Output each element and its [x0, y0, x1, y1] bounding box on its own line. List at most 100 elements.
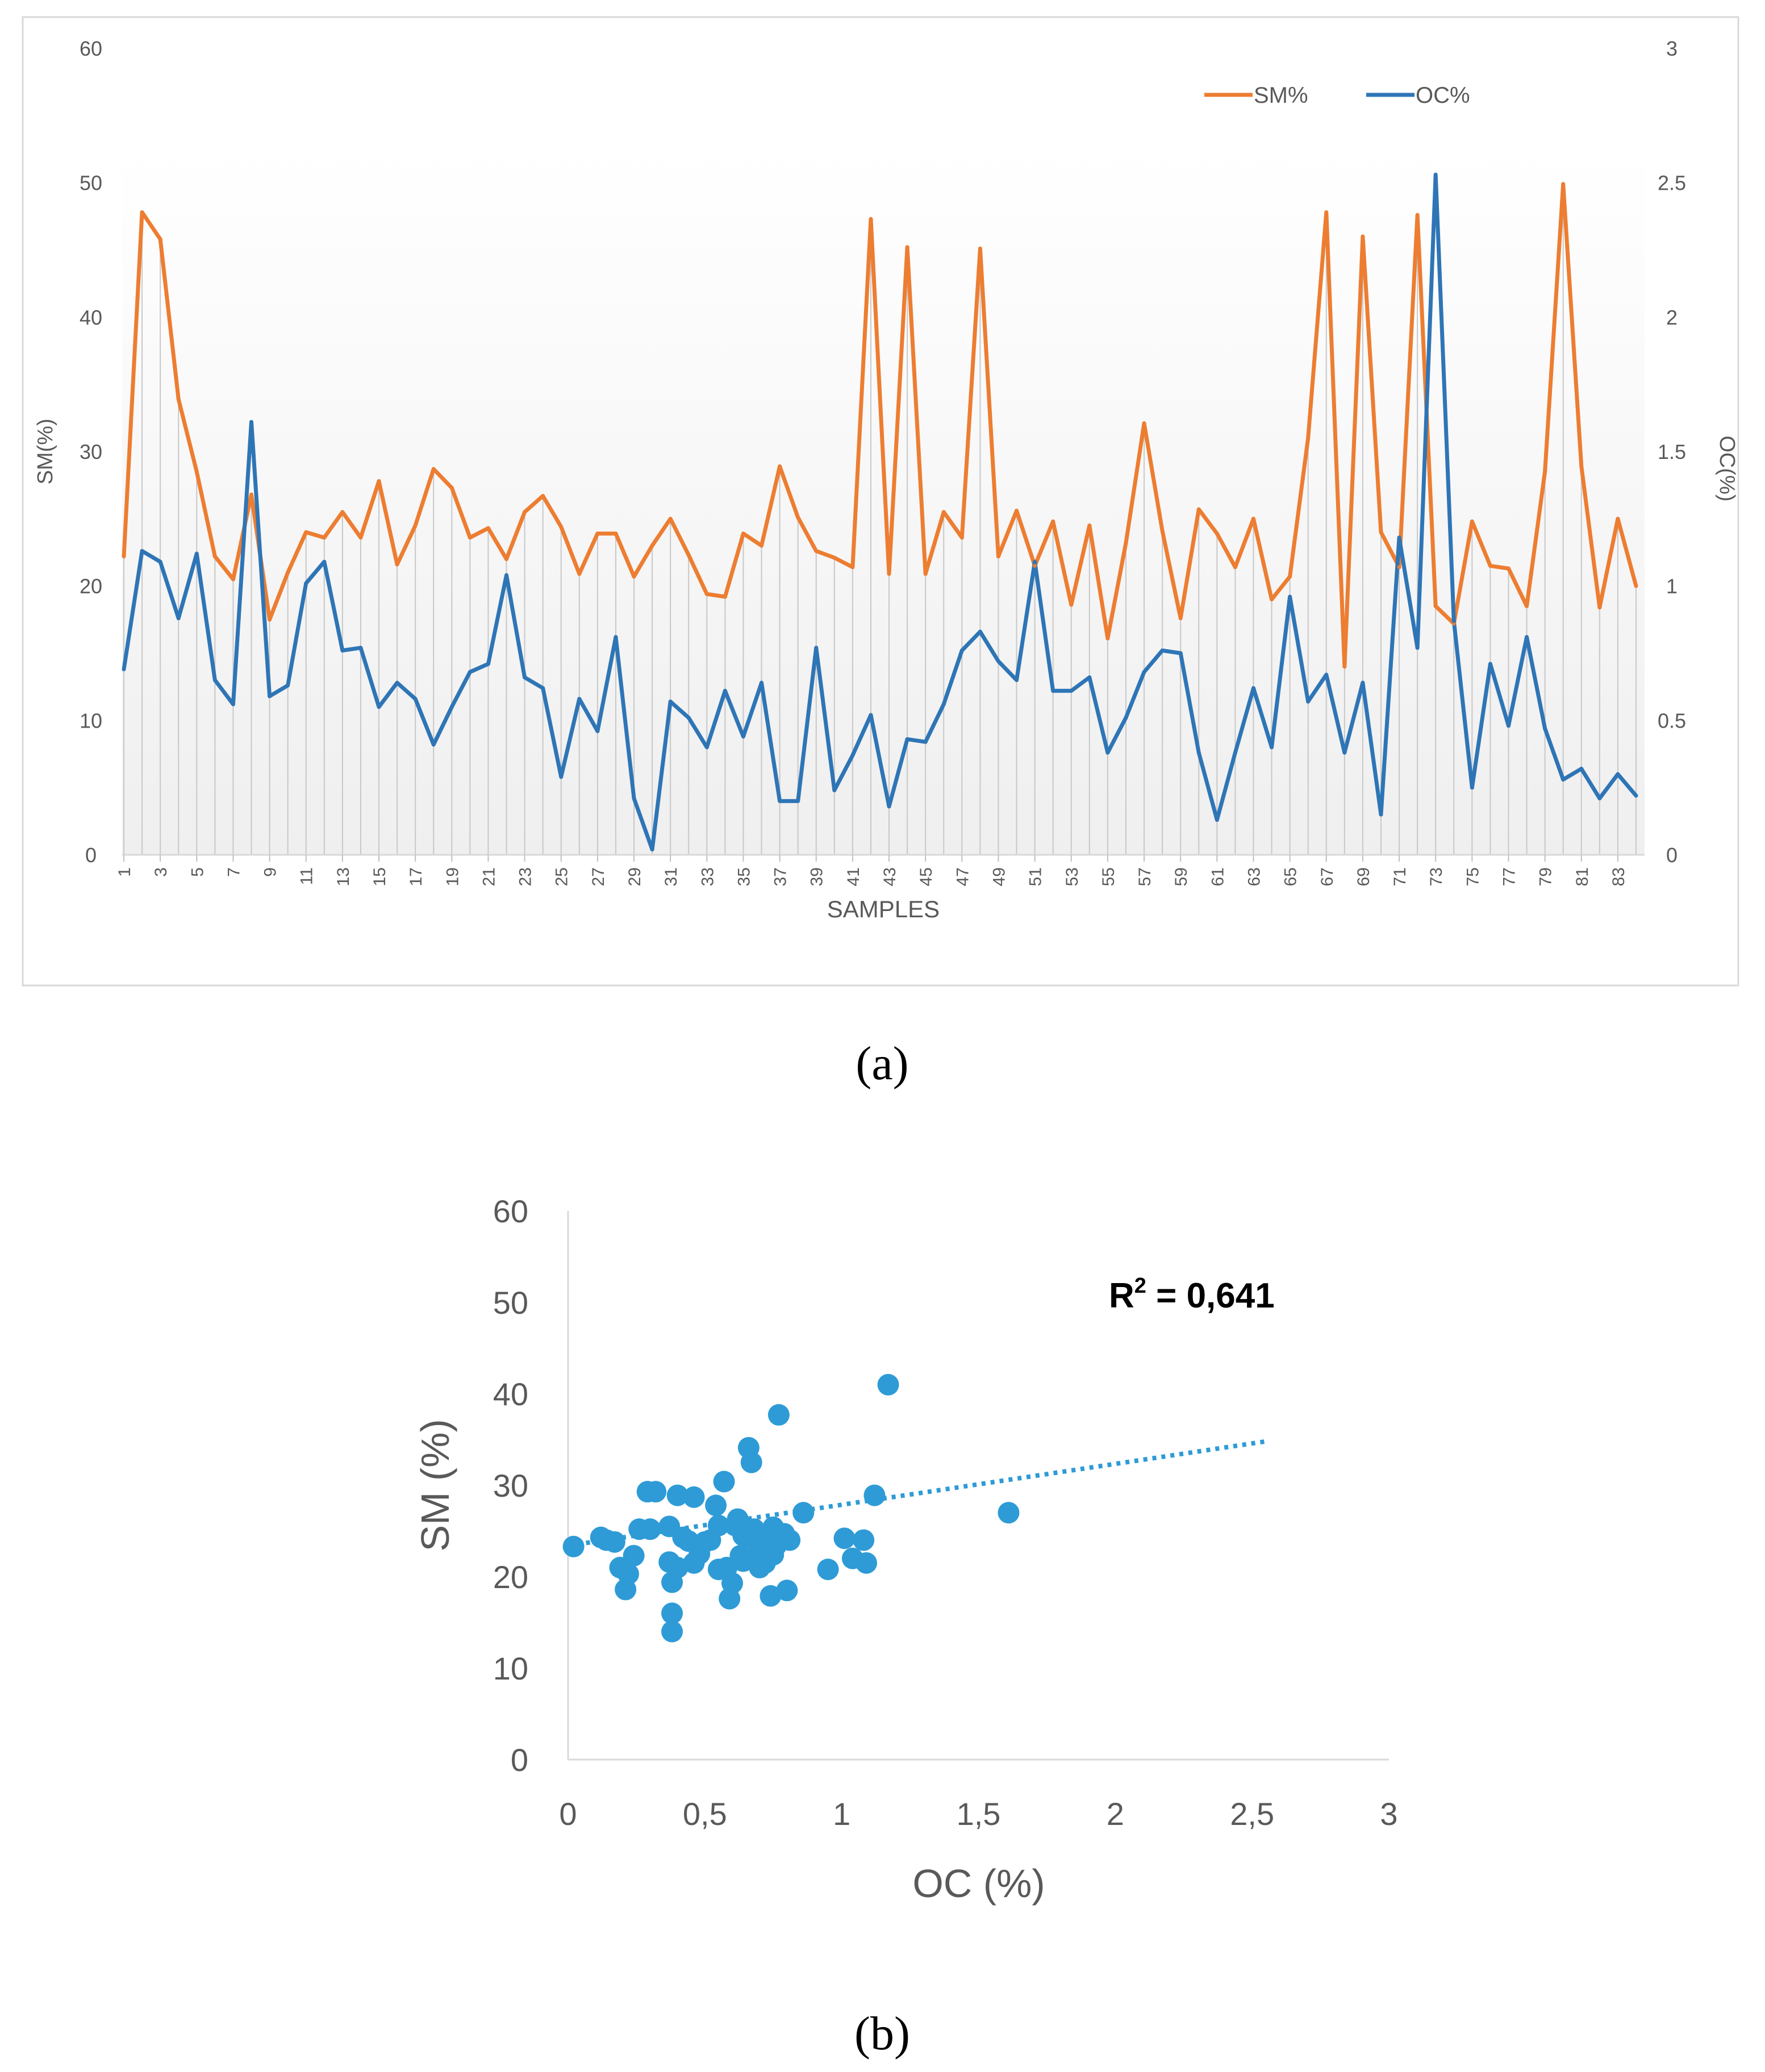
- oc-data-point: [1324, 672, 1329, 677]
- sm-data-point: [1160, 529, 1165, 533]
- sm-data-point: [650, 544, 654, 548]
- scatter-x-tick: 0,5: [683, 1796, 727, 1832]
- right-axis-tick-labels: 0 0.5 1 1.5 2 2.5 3: [1658, 37, 1686, 867]
- oc-data-point: [395, 680, 399, 685]
- left-axis-tick: 0: [85, 843, 97, 867]
- oc-data-point: [1105, 750, 1110, 755]
- x-tick-label: 31: [662, 867, 681, 886]
- sm-data-point: [322, 535, 327, 540]
- oc-data-point: [1579, 767, 1584, 771]
- scatter-x-axis-title: OC (%): [912, 1861, 1045, 1906]
- sm-data-point: [704, 592, 709, 596]
- x-tick-label: 81: [1573, 867, 1592, 886]
- scatter-point: [779, 1529, 801, 1551]
- oc-data-point: [905, 737, 909, 741]
- panel-a-caption: (a): [856, 1037, 908, 1090]
- sm-data-point: [541, 494, 545, 498]
- oc-data-point: [122, 667, 126, 671]
- oc-data-point: [1178, 651, 1183, 655]
- legend: SM% OC%: [1204, 83, 1470, 108]
- oc-data-point: [1233, 750, 1237, 755]
- x-tick-label: 3: [152, 867, 170, 877]
- sm-data-point: [194, 470, 199, 474]
- scatter-point: [603, 1531, 625, 1553]
- oc-data-point: [923, 740, 928, 744]
- oc-data-point: [723, 688, 727, 693]
- sm-data-point: [1561, 182, 1566, 186]
- sm-data-point: [1033, 563, 1037, 568]
- right-axis-tick: 2.5: [1658, 172, 1686, 195]
- scatter-point: [713, 1471, 735, 1493]
- x-axis-tick-labels: 1 3 5 7 9 11 13 15 17 19 21 23 25 27 29 31 33 35 37 39 41 43 4…: [115, 855, 1628, 886]
- oc-data-point: [486, 662, 490, 666]
- oc-data-point: [650, 847, 654, 852]
- scatter-point: [666, 1484, 689, 1506]
- oc-data-point: [358, 646, 363, 650]
- scatter-point: [853, 1529, 875, 1551]
- x-tick-label: 69: [1354, 867, 1373, 886]
- scatter-point: [833, 1527, 856, 1549]
- x-tick-label: 71: [1391, 867, 1409, 886]
- x-tick-label: 49: [990, 867, 1008, 886]
- sm-data-point: [1616, 516, 1620, 521]
- r-squared-base: R: [1109, 1276, 1134, 1315]
- oc-data-point: [1561, 777, 1566, 782]
- left-axis-title: SM(%): [34, 419, 57, 484]
- sm-data-point: [1324, 210, 1329, 215]
- sm-data-point: [796, 515, 800, 520]
- left-axis-tick: 50: [80, 172, 102, 195]
- sm-data-point: [869, 217, 873, 222]
- scatter-y-tick: 60: [493, 1193, 528, 1229]
- sm-data-point: [158, 237, 162, 241]
- scatter-point: [562, 1535, 585, 1557]
- sm-data-point: [1124, 541, 1128, 545]
- oc-data-point: [1251, 686, 1255, 691]
- x-tick-label: 63: [1245, 867, 1263, 886]
- sm-data-point: [249, 492, 254, 497]
- scatter-point: [617, 1563, 639, 1585]
- oc-data-point: [1470, 786, 1474, 790]
- oc-data-point: [431, 742, 436, 747]
- sm-data-point: [140, 210, 144, 215]
- oc-data-point: [449, 705, 454, 709]
- x-tick-label: 33: [698, 867, 717, 886]
- right-axis-tick: 2: [1666, 306, 1678, 329]
- sm-data-point: [1087, 523, 1092, 528]
- sm-data-point: [1543, 470, 1547, 474]
- x-tick-label: 39: [808, 867, 827, 886]
- sm-data-point: [1270, 597, 1274, 601]
- scatter-point: [792, 1502, 815, 1524]
- oc-data-point: [286, 683, 290, 688]
- oc-data-point: [140, 549, 144, 553]
- sm-data-point: [1215, 531, 1219, 536]
- x-tick-label: 43: [881, 867, 899, 886]
- right-axis-tick: 0: [1666, 843, 1678, 867]
- scatter-point: [776, 1580, 798, 1602]
- legend-sm-label: SM%: [1254, 83, 1308, 108]
- scatter-y-tick: 40: [493, 1376, 528, 1412]
- x-tick-label: 25: [553, 867, 571, 886]
- sm-data-point: [1288, 574, 1292, 579]
- oc-series-line: [122, 172, 1638, 852]
- sm-data-point: [1251, 516, 1255, 521]
- sm-data-point: [959, 535, 964, 540]
- sm-data-point: [340, 510, 345, 514]
- sm-data-point: [468, 535, 472, 540]
- oc-data-point: [249, 420, 254, 424]
- sm-data-point: [887, 571, 891, 576]
- oc-data-point: [541, 686, 545, 691]
- x-tick-label: 57: [1136, 867, 1154, 886]
- scatter-point: [817, 1559, 839, 1581]
- legend-oc-label: OC%: [1416, 83, 1470, 108]
- sm-data-point: [304, 530, 308, 534]
- oc-data-point: [1160, 648, 1165, 653]
- oc-data-point: [595, 729, 600, 733]
- x-tick-label: 73: [1427, 867, 1446, 886]
- scatter-point: [877, 1373, 899, 1396]
- x-tick-label: 61: [1208, 867, 1227, 886]
- scatter-point: [721, 1572, 743, 1594]
- sm-data-point: [760, 544, 764, 548]
- scatter-x-tick: 3: [1380, 1796, 1397, 1832]
- sm-data-point: [1342, 665, 1347, 669]
